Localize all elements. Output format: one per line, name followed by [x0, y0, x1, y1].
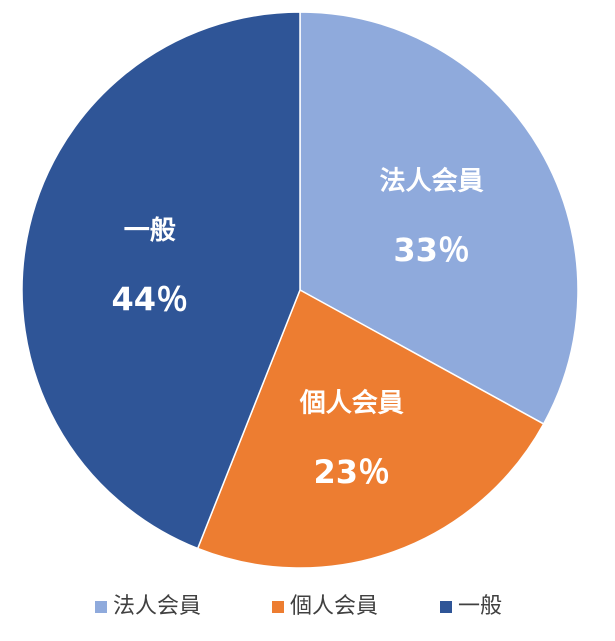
slice-value-label: 44％ — [112, 280, 189, 318]
pie-slice — [299, 11, 579, 425]
legend-swatch — [272, 601, 284, 613]
slice-value-label: 23％ — [314, 453, 391, 491]
slice-value-label: 33％ — [393, 231, 470, 269]
legend-swatch — [95, 601, 107, 613]
legend-label: 一般 — [458, 594, 502, 619]
slice-category-label: 法人会員 — [380, 167, 484, 197]
legend-label: 法人会員 — [113, 594, 201, 619]
legend-swatch — [440, 601, 452, 613]
pie-slice — [21, 11, 301, 550]
legend-label: 個人会員 — [290, 594, 378, 619]
pie-slice — [196, 288, 545, 569]
slice-category-label: 個人会員 — [299, 388, 404, 418]
slice-category-label: 一般 — [124, 216, 176, 246]
